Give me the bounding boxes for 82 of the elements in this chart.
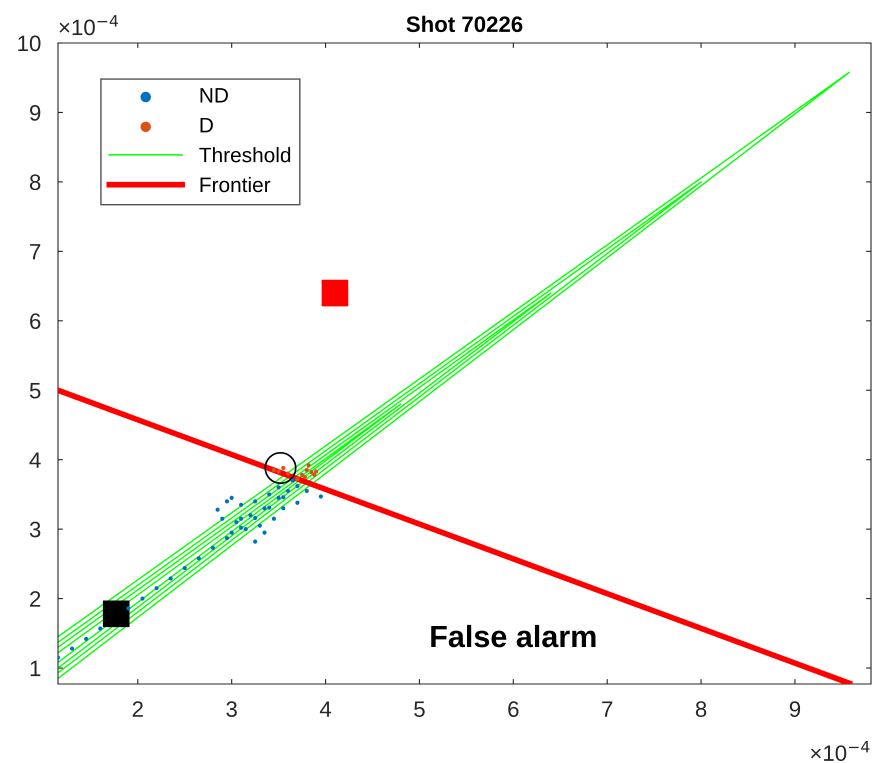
point [272,468,276,472]
point [302,474,307,480]
point [258,524,262,528]
point [272,516,276,521]
legend-label: Threshold [199,147,290,162]
y-tick-label: 5 [30,383,40,399]
point [286,471,290,476]
point [304,468,309,472]
legend-label: Frontier [200,176,270,192]
y-tick-label: 3 [30,522,40,538]
point [126,606,130,610]
point [314,469,318,474]
point [264,452,297,484]
point [306,463,311,468]
x-tick-label: 5 [414,701,425,717]
point [300,472,304,478]
point [140,596,145,601]
legend-label: ND [200,88,228,102]
y-tick-label: 1 [30,660,40,676]
point [290,478,295,483]
x-tick-label: 7 [602,701,612,717]
x-tick-label: 9 [790,701,800,717]
x-tick-label: 6 [508,701,519,717]
point [309,470,314,474]
point [304,488,309,494]
point [70,646,74,651]
point [281,495,286,500]
point [276,469,281,474]
point [238,502,244,507]
y-tick-label: 10 [18,36,40,52]
point [276,496,281,500]
x-tick-label: 8 [696,701,706,717]
point [295,500,300,505]
y-tick-label: 7 [30,244,40,260]
y-tick-label: 2 [30,591,40,607]
point [262,530,267,535]
point [253,540,258,544]
text: ×10$^{−4}$ [60,15,118,36]
y-tick-label: 4 [29,452,41,468]
point [322,280,348,306]
point [286,488,290,494]
point [312,472,316,478]
x-tick-label: 3 [226,701,237,717]
point [253,516,258,520]
point [248,513,253,518]
point [295,484,300,488]
point [234,520,238,524]
point [154,586,159,590]
point [196,556,201,560]
text: ×10$^{−4}$ [810,741,870,762]
legend-label: D [200,118,213,132]
x-tick-label: 2 [132,701,143,717]
point [230,496,234,500]
point [267,492,272,496]
point [267,506,272,510]
chart-title: Shot 70226 [406,16,522,32]
point [276,485,281,490]
annotation: False alarm [431,624,596,648]
y-tick-label: 8 [30,174,40,190]
y-tick-label: 9 [30,104,40,121]
point [295,477,300,482]
y-tick-label: 6 [30,313,40,330]
point [210,546,215,550]
point [262,506,267,510]
point [244,527,248,532]
point [224,536,230,540]
point [84,636,88,641]
point [224,499,230,504]
point [281,466,286,470]
point [220,516,224,521]
point [230,530,234,535]
point [238,516,244,521]
point [168,576,173,581]
point [318,494,323,499]
point [238,526,244,530]
x-tick-label: 4 [320,701,332,717]
point [281,506,286,510]
point [182,566,187,570]
point [98,626,102,631]
point [102,600,130,628]
point [253,499,258,504]
point [216,508,220,512]
